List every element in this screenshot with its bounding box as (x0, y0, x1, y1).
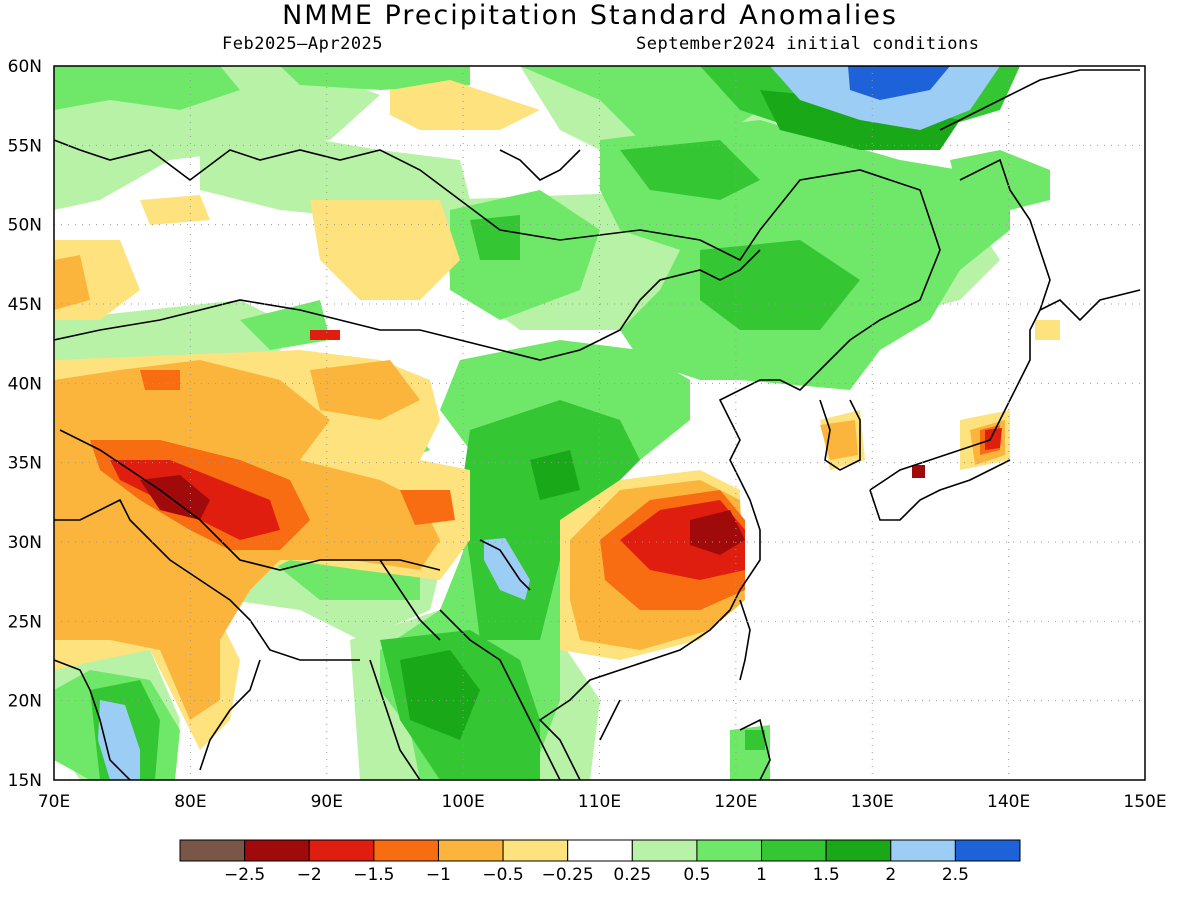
lat-label: 55N (8, 136, 42, 156)
lon-label: 130E (851, 792, 894, 812)
color-bar-swatch (373, 839, 439, 862)
color-bar-swatch (631, 839, 698, 862)
lat-label: 50N (8, 216, 42, 236)
lon-label: 100E (442, 792, 485, 812)
lat-label: 15N (8, 771, 42, 791)
color-bar-swatch (567, 839, 633, 862)
color-bar-swatch (825, 839, 892, 862)
color-bar-swatch (179, 839, 246, 862)
lon-label: 80E (174, 792, 206, 812)
lat-label: 35N (8, 454, 42, 474)
color-bar-swatch (244, 839, 310, 862)
longitude-labels: 70E 80E 90E 100E 110E 120E 130E 140E 150E (38, 792, 1167, 812)
lon-label: 110E (578, 792, 621, 812)
initial-conditions: September2024 initial conditions (636, 34, 980, 54)
color-bar-tick-label: 2 (885, 865, 896, 885)
lon-label: 120E (714, 792, 757, 812)
color-bar-tick-label: −1 (426, 865, 451, 885)
color-bar-tick-label: 0.5 (683, 865, 710, 885)
anomaly-field (54, 66, 1145, 780)
map-frame (53, 65, 1146, 781)
color-bar-swatch (761, 839, 827, 862)
color-bar-labels: −2.5 −2 −1.5 −1 −0.5 −0.25 0.25 0.5 1 1.5 2 2.5 (224, 865, 969, 885)
color-bar-tick-label: 1.5 (813, 865, 840, 885)
anomaly-dark-red (140, 465, 925, 555)
lat-label: 25N (8, 612, 42, 632)
map-title: NMME Precipitation Standard Anomalies (282, 0, 898, 31)
coastlines (54, 69, 1141, 780)
color-bar-tick-label: −1.5 (353, 865, 394, 885)
color-bar (179, 839, 1021, 862)
lon-label: 150E (1123, 792, 1166, 812)
forecast-period: Feb2025–Apr2025 (222, 34, 384, 54)
color-bar-swatch (502, 839, 569, 862)
lat-label: 60N (8, 57, 42, 77)
lat-label: 30N (8, 533, 42, 553)
lat-label: 20N (8, 692, 42, 712)
graticule (54, 66, 1145, 780)
color-bar-swatch (437, 839, 504, 862)
lon-label: 70E (38, 792, 70, 812)
lon-label: 90E (311, 792, 343, 812)
color-bar-tick-label: 2.5 (942, 865, 969, 885)
lat-label: 45N (8, 295, 42, 315)
color-bar-tick-label: −0.5 (482, 865, 523, 885)
color-bar-tick-label: 1 (756, 865, 767, 885)
anomaly-blue (848, 66, 950, 100)
color-bar-swatch (890, 839, 956, 862)
latitude-labels: 60N 55N 50N 45N 40N 35N 30N 25N 20N 15N (8, 57, 42, 791)
lon-label: 140E (987, 792, 1030, 812)
color-bar-tick-label: 0.25 (613, 865, 651, 885)
lat-label: 40N (8, 374, 42, 394)
color-bar-swatch (308, 839, 375, 862)
color-bar-tick-label: −0.25 (542, 865, 594, 885)
color-bar-tick-label: −2.5 (224, 865, 265, 885)
color-bar-tick-label: −2 (297, 865, 322, 885)
color-bar-swatch (696, 839, 763, 862)
color-bar-swatch (954, 839, 1021, 862)
